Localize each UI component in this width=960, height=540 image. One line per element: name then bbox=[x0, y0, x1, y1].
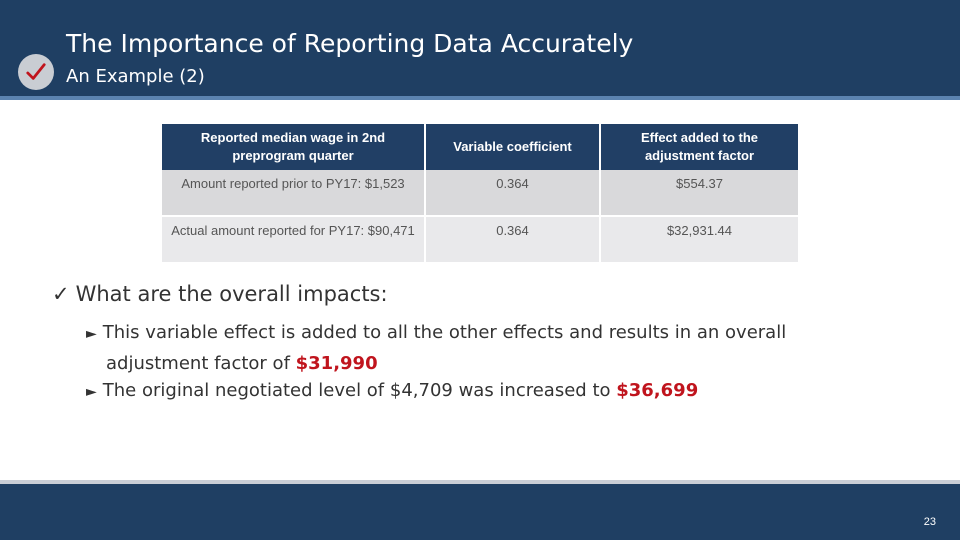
table-header-cell: Reported median wage in 2nd preprogram q… bbox=[162, 124, 426, 170]
table-cell: 0.364 bbox=[425, 170, 601, 217]
sub-bullet-text: This variable effect is added to all the… bbox=[102, 322, 787, 343]
checkmark-bullet-icon: ✓ bbox=[52, 282, 70, 306]
checkmark-icon bbox=[18, 54, 54, 90]
arrow-bullet-icon: ► bbox=[86, 326, 97, 342]
main-bullet-text: What are the overall impacts: bbox=[75, 282, 388, 306]
table-header-row: Reported median wage in 2nd preprogram q… bbox=[162, 124, 798, 170]
wage-table: Reported median wage in 2nd preprogram q… bbox=[162, 124, 798, 262]
table-row: Actual amount reported for PY17: $90,471… bbox=[162, 216, 798, 262]
arrow-bullet-icon: ► bbox=[86, 384, 97, 400]
header-divider bbox=[0, 96, 960, 100]
table-row: Amount reported prior to PY17: $1,523 0.… bbox=[162, 170, 798, 217]
footer-bar: 23 bbox=[0, 484, 960, 540]
slide-title: The Importance of Reporting Data Accurat… bbox=[66, 29, 634, 58]
table-cell: $554.37 bbox=[600, 170, 798, 217]
sub-bullet: ► The original negotiated level of $4,709… bbox=[86, 376, 698, 407]
table-cell: 0.364 bbox=[425, 216, 601, 262]
table-cell: Actual amount reported for PY17: $90,471 bbox=[162, 216, 426, 262]
table-header-cell: Effect added to the adjustment factor bbox=[600, 124, 798, 170]
page-number: 23 bbox=[923, 516, 936, 528]
sub-bullet-text: The original negotiated level of $4,709 … bbox=[102, 380, 617, 401]
table-cell: $32,931.44 bbox=[600, 216, 798, 262]
sub-bullet: ► This variable effect is added to all th… bbox=[86, 318, 866, 378]
slide-subtitle: An Example (2) bbox=[66, 66, 205, 87]
header-bar bbox=[0, 0, 960, 96]
footer-divider bbox=[0, 480, 960, 484]
highlight-value: $31,990 bbox=[295, 353, 378, 374]
table-header-cell: Variable coefficient bbox=[425, 124, 601, 170]
highlight-value: $36,699 bbox=[616, 380, 699, 401]
main-bullet: ✓ What are the overall impacts: bbox=[52, 282, 388, 306]
table-cell: Amount reported prior to PY17: $1,523 bbox=[162, 170, 426, 217]
sub-bullet-text: adjustment factor of bbox=[106, 353, 296, 374]
